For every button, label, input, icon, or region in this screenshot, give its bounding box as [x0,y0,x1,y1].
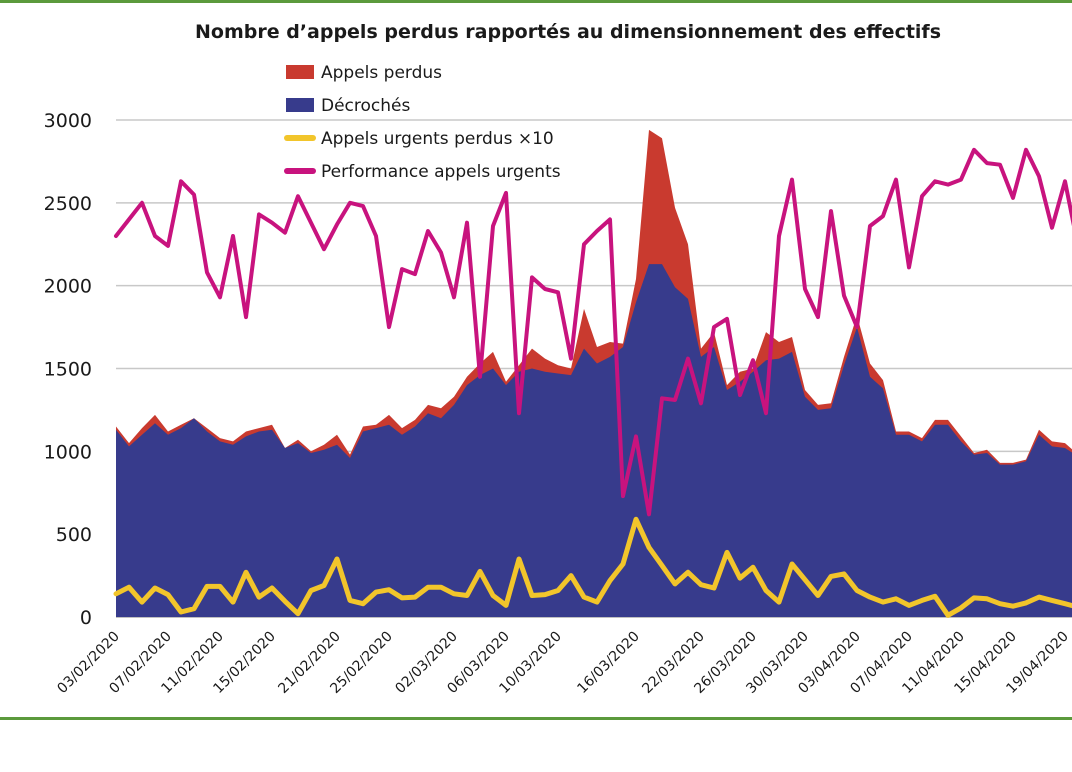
area-decroches [116,264,1072,617]
area-series [116,129,1072,617]
y-tick-label: 3000 [44,110,92,132]
line-series [113,147,1072,618]
legend-label: Performance appels urgents [321,162,561,182]
frame-top-border [0,0,1072,3]
legend-label: Appels urgents perdus ×10 [321,129,554,149]
legend: Appels perdus Décrochés Appels urgents per… [284,63,561,182]
y-tick-label: 0 [80,607,92,629]
x-tick-label: 16/03/2020 [574,629,642,697]
legend-appels-perdus: Appels perdus [286,63,442,83]
chart-title: Nombre d’appels perdus rapportés au dime… [195,21,941,43]
y-axis-ticks: 0 500 1000 1500 2000 2500 3000 [44,110,92,629]
frame-bottom-border [0,717,1072,720]
legend-label: Appels perdus [321,63,442,83]
line-appels-urgents-perdus [113,516,1072,618]
y-tick-label: 2500 [44,193,92,215]
legend-performance: Performance appels urgents [284,162,561,182]
legend-swatch [286,65,314,79]
y-tick-label: 2000 [44,276,92,298]
x-axis-ticks: 03/02/202007/02/202011/02/202015/02/2020… [54,629,1071,697]
legend-swatch [286,98,314,112]
y-tick-label: 1500 [44,359,92,381]
legend-decroches: Décrochés [286,96,410,116]
y-tick-label: 1000 [44,441,92,463]
line-performance-appels-urgents [114,147,1072,517]
y-tick-label: 500 [56,524,92,546]
legend-appels-urgents-perdus: Appels urgents perdus ×10 [284,129,554,149]
legend-label: Décrochés [321,96,410,116]
